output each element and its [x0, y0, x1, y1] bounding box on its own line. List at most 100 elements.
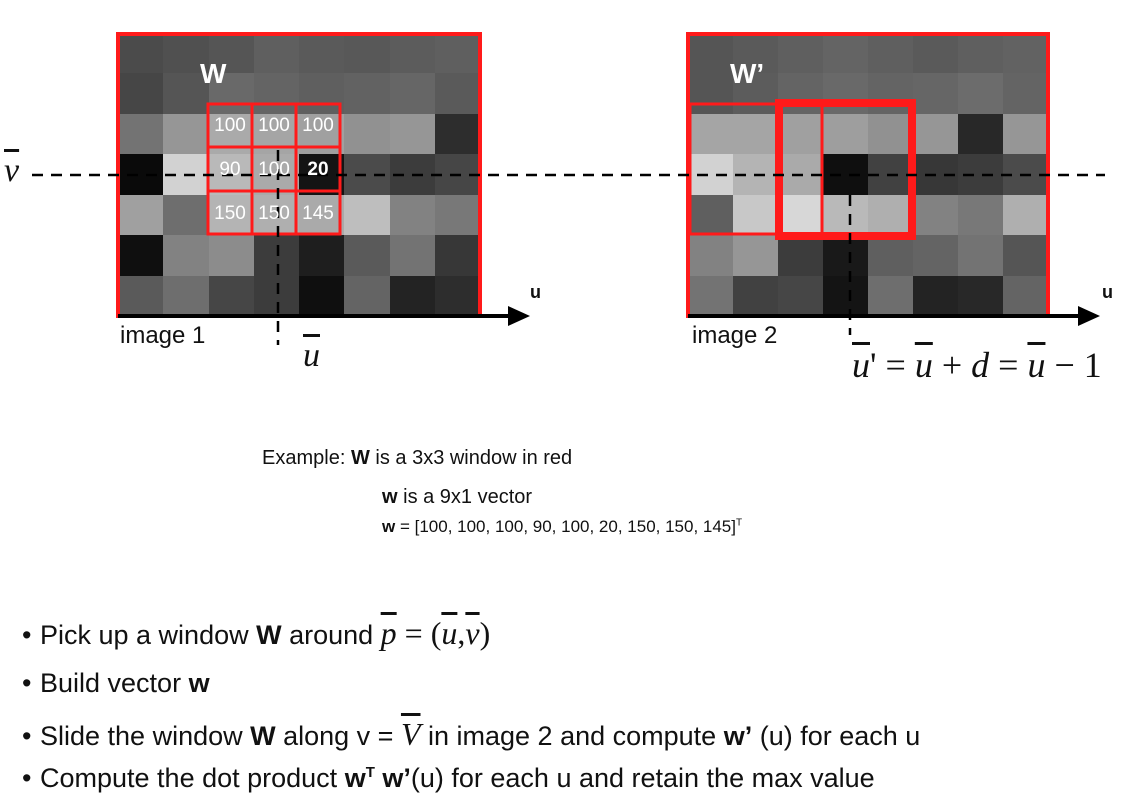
bullet1-suffix: around — [281, 620, 381, 650]
pixel-cell — [434, 113, 480, 156]
example-line3-suffix: = [100, 100, 100, 90, 100, 20, 150, 150,… — [395, 517, 736, 536]
pixel-cell — [778, 33, 824, 75]
image1-caption: image 1 — [120, 322, 206, 349]
bullet-1: • Pick up a window W around p = (u,v) — [22, 615, 491, 651]
pixel-cell — [344, 275, 391, 316]
bullet3-mid: along v = — [275, 721, 401, 751]
pixel-cell — [208, 275, 255, 316]
example-line2-suffix: is a 9x1 vector — [397, 486, 533, 508]
pixel-cell — [163, 235, 210, 277]
pixel-cell — [688, 33, 734, 75]
pixel-cell — [163, 73, 210, 115]
bullet1-math-p: p — [380, 615, 397, 651]
pixel-cell — [823, 194, 869, 237]
formula-prime: ' — [870, 345, 877, 385]
image2-u-axis-arrowhead — [1078, 306, 1100, 326]
pixel-cell — [958, 194, 1004, 237]
pixel-cell — [823, 275, 869, 316]
pixel-cell — [823, 33, 869, 75]
bullet4-prefix: Compute the dot product — [40, 763, 345, 793]
image1-window-label: W — [200, 58, 227, 89]
pixel-cell — [434, 235, 480, 277]
pixel-cell — [208, 194, 255, 237]
bullet3-prefix: Slide the window — [40, 721, 251, 751]
image2-caption: image 2 — [692, 322, 778, 349]
formula-minus-one: − 1 — [1045, 345, 1102, 385]
u-bar-label: u — [303, 337, 320, 374]
pixel-cell — [163, 33, 210, 75]
pixel-cell — [163, 194, 210, 237]
image2-u-axis-label: u — [1102, 282, 1113, 302]
pixel-cell — [958, 235, 1004, 277]
pixel-cell — [733, 33, 779, 75]
bullet3-bold2: w’ — [723, 721, 753, 751]
window-pixel-value: 145 — [302, 203, 334, 224]
pixel-cell — [389, 33, 436, 75]
pixel-cell — [823, 113, 869, 156]
pixel-cell — [344, 113, 391, 156]
example-line-1: Example: W is a 3x3 window in red — [262, 447, 572, 470]
pixel-cell — [389, 113, 436, 156]
pixel-cell — [868, 73, 914, 115]
bullet1-math-u: u — [441, 615, 458, 651]
pixel-cell — [823, 73, 869, 115]
pixel-cell — [1003, 275, 1048, 316]
pixel-cell — [958, 275, 1004, 316]
pixel-cell — [913, 235, 959, 277]
bullet1-prefix: Pick up a window — [40, 620, 257, 650]
pixel-cell — [868, 33, 914, 75]
bullet1-math: p = (u,v) — [381, 615, 491, 651]
pixel-cell — [688, 275, 734, 316]
pixel-cell — [389, 194, 436, 237]
pixel-cell — [118, 73, 165, 115]
pixel-cell — [299, 275, 346, 316]
window-pixel-value: 150 — [258, 203, 290, 224]
example-line3-sup: T — [736, 517, 743, 529]
image1-window-grid — [206, 102, 342, 236]
formula-d: d — [971, 345, 990, 385]
pixel-cell — [913, 33, 959, 75]
pixel-cell — [733, 113, 779, 156]
bullet1-math-eq: = ( — [396, 615, 442, 651]
pixel-cell — [208, 235, 255, 277]
pixel-cell — [958, 73, 1004, 115]
bullet4-suffix: (u) for each u and retain the max value — [410, 763, 875, 793]
pixel-cell — [688, 73, 734, 115]
pixel-cell — [688, 194, 734, 237]
window-pixel-value: 100 — [258, 115, 290, 136]
pixel-cell — [1003, 235, 1048, 277]
pixel-cell — [118, 235, 165, 277]
pixel-cell — [778, 235, 824, 277]
pixel-cell — [913, 194, 959, 237]
pixel-cell — [913, 275, 959, 316]
pixel-cell — [434, 33, 480, 75]
window-pixel-value: 20 — [307, 159, 329, 180]
pixel-cell — [733, 235, 779, 277]
image2-sliding-window — [775, 99, 916, 240]
pixel-cell — [823, 235, 869, 277]
pixel-cell — [389, 73, 436, 115]
formula-eq1: = — [876, 345, 915, 385]
bullet-4: • Compute the dot product wT w’(u) for ea… — [22, 763, 875, 793]
pixel-cell — [253, 73, 300, 115]
pixel-cell — [389, 235, 436, 277]
bullet1-math-close: ) — [479, 615, 491, 651]
pixel-cell — [1003, 33, 1048, 75]
pixel-cell — [299, 33, 346, 75]
pixel-cell — [868, 113, 914, 156]
pixel-cell — [389, 275, 436, 316]
example-line-2: w is a 9x1 vector — [382, 486, 532, 509]
pixel-cell — [868, 275, 914, 316]
formula-u-mid: u — [914, 345, 933, 385]
example-line-3: w = [100, 100, 100, 90, 100, 20, 150, 15… — [382, 517, 742, 537]
bullet1-bold: W — [256, 620, 282, 650]
bullet3-suffix2: (u) for each u — [752, 721, 921, 751]
pixel-cell — [913, 113, 959, 156]
pixel-cell — [163, 275, 210, 316]
image2-window-label: W’ — [730, 58, 765, 89]
disparity-formula: u' = u + d = u − 1 — [852, 344, 1102, 386]
example-line1-bold: W — [350, 447, 370, 469]
bullet4-bold2: w’ — [374, 763, 411, 793]
bullet1-math-comma: , — [457, 615, 466, 651]
